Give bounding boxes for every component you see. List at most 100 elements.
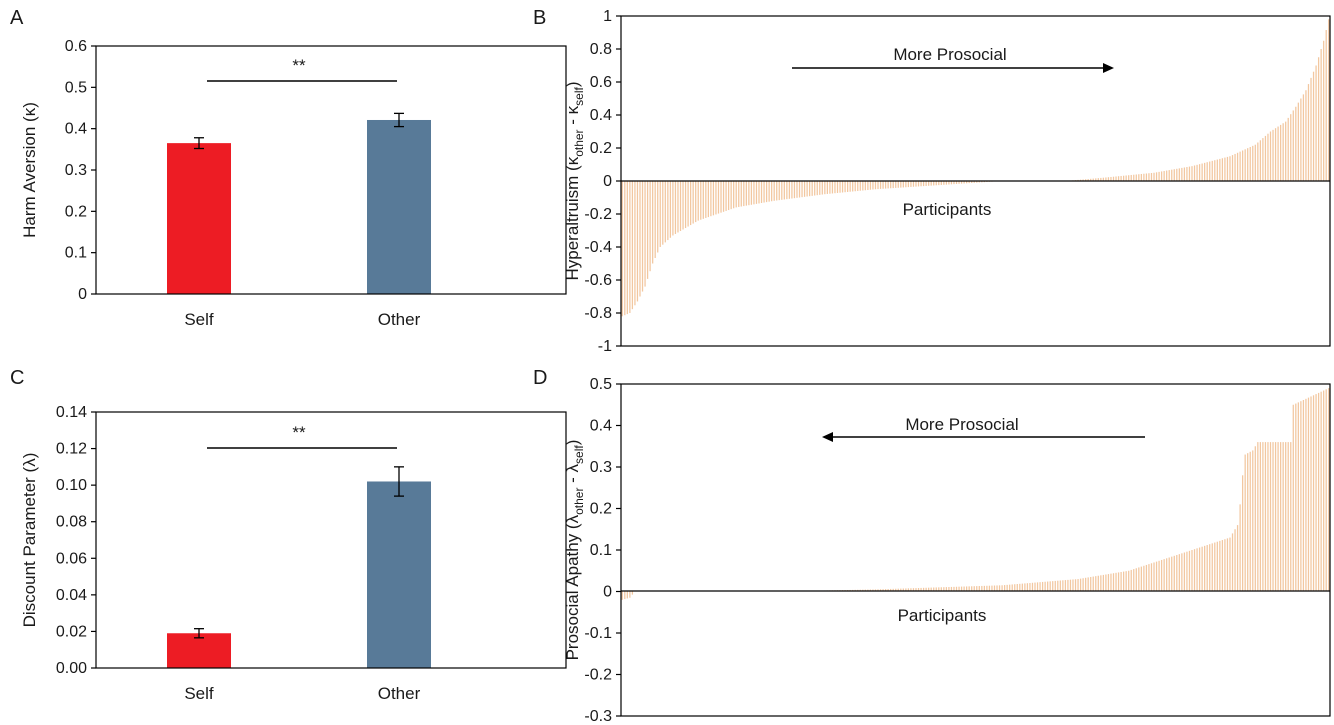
panel-d-arrow-left <box>822 432 1145 442</box>
panel-d-participant-bar <box>1310 396 1312 592</box>
panel-b-participant-bar <box>1150 172 1153 181</box>
panel-d-participant-bar <box>988 585 991 592</box>
panel-d-participant-bar <box>1206 545 1208 592</box>
panel-d-y-tick-label: 0.4 <box>590 418 612 435</box>
panel-b-participant-bar <box>966 181 968 184</box>
panel-b-participant-bar <box>1226 156 1229 181</box>
panel-d-participant-bar <box>892 588 894 592</box>
panel-b-participant-bar <box>1254 144 1256 181</box>
panel-d-participant-bar <box>1112 573 1115 592</box>
panel-d-y-tick-label: -0.3 <box>584 708 612 725</box>
panel-d-participant-bar <box>1138 567 1140 592</box>
panel-b-participant-bar <box>950 181 953 185</box>
panel-b-participant-bar <box>1272 129 1274 181</box>
panel-d-participant-bar <box>1062 580 1064 592</box>
panel-b-participant-bar <box>811 181 813 196</box>
panel-d-x-axis-label: Participants <box>898 606 987 625</box>
panel-b-participant-bar <box>1310 77 1312 181</box>
panel-d-participant-bar <box>1009 584 1011 592</box>
panel-b-participant-bar <box>1264 135 1267 181</box>
panel-d-participant-bar <box>950 586 953 592</box>
panel-b-participant-bar <box>1140 173 1142 181</box>
panel-a-errorbar-other <box>394 112 404 128</box>
panel-d-participant-bar <box>1191 550 1193 592</box>
panel-d-participant-bar <box>1024 583 1026 592</box>
panel-b-participant-bar <box>940 181 942 185</box>
panel-d-participant-bar <box>1085 577 1087 592</box>
panel-d-participant-bar <box>1135 568 1137 592</box>
panel-d-participant-bar <box>1049 581 1051 592</box>
panel-d-participant-bar <box>948 587 950 592</box>
panel-b-participant-bar <box>1188 166 1191 181</box>
panel-d-participant-bar <box>1285 442 1287 592</box>
panel-b-participant-bar <box>1100 177 1102 181</box>
panel-d-participant-bar <box>1300 401 1302 592</box>
panel-b-x-axis-label: Participants <box>903 200 992 219</box>
panel-b-participant-bar <box>715 181 717 215</box>
panel-letter-c: C <box>10 367 24 389</box>
panel-b-participant-bar <box>1148 173 1150 181</box>
panel-d-participant-bar <box>938 587 940 592</box>
panel-b-participant-bar <box>654 181 656 258</box>
panel-b-participant-bar <box>933 181 935 186</box>
panel-c-y-axis-label: Discount Parameter (λ) <box>20 453 39 628</box>
panel-b-participant-bar <box>1297 102 1299 181</box>
panel-b-participant-bar <box>730 181 732 210</box>
panel-d-participant-bar <box>1249 451 1251 592</box>
panel-b-participant-bar <box>905 181 907 188</box>
panel-b-participant-bar <box>700 181 702 220</box>
panel-d-participant-bar <box>1077 579 1079 592</box>
panel-b-participant-bar <box>945 181 948 185</box>
panel-d-participant-bar <box>897 588 899 592</box>
panel-c-bar-self <box>167 633 231 668</box>
panel-d-participant-bar <box>1282 442 1284 592</box>
panel-b-participant-bar <box>1274 128 1277 181</box>
panel-b-participant-bar <box>720 181 722 213</box>
panel-b-participant-bar <box>695 181 697 223</box>
panel-d-participant-bar <box>907 588 910 592</box>
panel-d-participant-bar <box>1214 542 1216 592</box>
panel-b-participant-bar <box>738 181 740 207</box>
panel-b-participant-bar <box>1328 19 1330 181</box>
panel-b-participant-bar <box>829 181 831 194</box>
panel-b-participant-bar <box>1224 157 1226 181</box>
panel-d-participant-bar <box>1259 442 1261 592</box>
panel-b-participant-bar <box>902 181 904 188</box>
panel-b-y-ticks: -1 -0.8 -0.6 -0.4 -0.2 0 0.2 0.4 0.6 0.8 1 <box>584 8 621 355</box>
panel-d-participant-bar <box>925 587 927 592</box>
panel-d-participant-bar <box>1290 442 1292 592</box>
panel-d-participant-bar <box>940 587 942 592</box>
panel-d-participant-bar <box>1229 537 1231 592</box>
panel-d-participant-bar <box>887 589 889 592</box>
panel-b-participant-bar <box>760 181 763 203</box>
panel-d-participant-bar <box>1173 555 1175 592</box>
panel-d-participant-bar <box>1057 580 1059 592</box>
panel-b-participant-bar <box>1236 152 1239 181</box>
panel-b-participant-bar <box>1166 170 1168 181</box>
panel-d-participant-bar <box>1125 571 1127 592</box>
panel-d-participant-bar <box>960 586 963 592</box>
panel-d-participant-bar <box>1117 572 1120 592</box>
panel-d-participant-bar <box>1196 548 1198 592</box>
panel-c-y-tick-label: 0.02 <box>56 623 87 640</box>
panel-b-participant-bar <box>1115 176 1117 181</box>
panel-b-participant-bar <box>763 181 765 203</box>
panel-d-participant-bar <box>993 585 996 592</box>
panel-d-y-ticks: -0.3 -0.2 -0.1 0 0.1 0.2 0.3 0.4 0.5 <box>584 376 621 725</box>
panel-b-participant-bar <box>1290 114 1292 181</box>
panel-b-participant-bar <box>1087 179 1089 181</box>
panel-a-y-tick-label: 0.2 <box>65 203 87 220</box>
panel-d-participant-bar <box>1052 581 1054 592</box>
panel-b-y-tick-label: -1 <box>598 338 612 355</box>
panel-b-participant-bar <box>629 181 631 313</box>
panel-b-participant-bar <box>1285 121 1287 181</box>
panel-b-participant-bar <box>890 181 892 189</box>
panel-b-participant-bar <box>882 181 884 189</box>
panel-d-participant-bar <box>973 586 975 592</box>
panel-b-participant-bar <box>892 181 894 189</box>
panel-b-participant-bar <box>783 181 785 200</box>
panel-d-participant-bar <box>1211 543 1213 592</box>
panel-d-participant-bar <box>902 588 904 592</box>
panel-b-participant-bar <box>705 181 707 218</box>
panel-d-participant-bar <box>1069 579 1072 592</box>
